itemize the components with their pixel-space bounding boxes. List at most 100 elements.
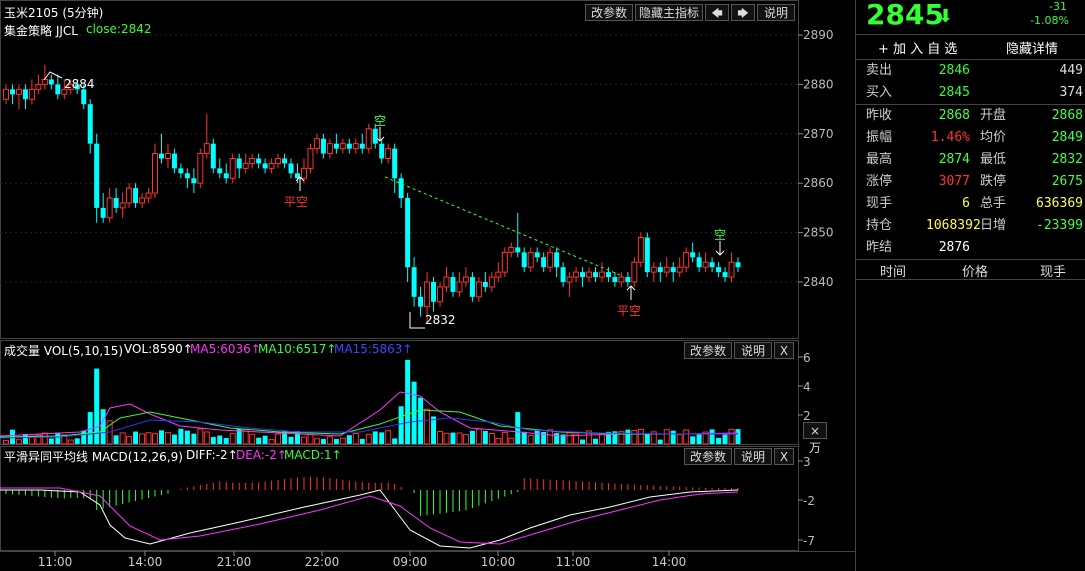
macd-help-button[interactable]: 说明 (734, 448, 772, 465)
candle-body (275, 158, 282, 164)
vol-bar (618, 431, 625, 445)
candle-body (566, 276, 573, 283)
candle-body (203, 143, 210, 155)
vol-bar (197, 428, 204, 445)
candle-body (690, 252, 696, 258)
macd-y-tick-label: 3 (803, 455, 811, 469)
vol-bar (262, 435, 268, 444)
vol-help-button[interactable]: 说明 (734, 342, 772, 359)
vol-bar (625, 429, 631, 444)
candle-body (9, 89, 15, 95)
candle-body (48, 79, 54, 85)
candle-body (547, 251, 554, 268)
vol-edit-button[interactable]: 改参数 (684, 342, 732, 359)
macd-macd: MACD:1↑ (284, 448, 342, 462)
candle-body (722, 272, 728, 278)
macd-panel-frame (0, 446, 799, 551)
vol-bar (333, 439, 339, 444)
vol-bar (217, 435, 223, 444)
y-tick-label: 2880 (803, 77, 834, 91)
candle-body (728, 261, 735, 278)
stat-label: 涨停 (866, 174, 893, 189)
candle-body (94, 143, 100, 208)
candle-body (223, 173, 229, 179)
candle-body (236, 158, 242, 169)
vol-bar (300, 436, 307, 445)
high-marker-line (43, 71, 63, 81)
add-watchlist-button[interactable]: + 加 入 自 选 (878, 42, 958, 57)
candle-body (81, 89, 87, 105)
vol-bar (223, 438, 229, 444)
hide-indicator-button[interactable]: 隐藏主指标 (635, 4, 703, 21)
vol-bar (288, 436, 294, 444)
vol-bar (405, 359, 411, 444)
candle-body (139, 197, 146, 204)
macd-diff: DIFF:-2↑ (186, 448, 238, 462)
vol-bar (184, 430, 190, 444)
candle-body (683, 251, 690, 268)
y-tick-label: 2860 (803, 176, 834, 190)
chart-area[interactable]: 2840 2850 2860 2870 2880 2890 11:00 14:00 21:00 2… (0, 0, 855, 571)
vol-bar (586, 430, 593, 445)
vol-value: VOL:8590↑ (124, 342, 193, 356)
macd-close-icon[interactable]: X (774, 448, 794, 465)
tab-time[interactable]: 时间 (880, 265, 907, 280)
vol-bar (560, 434, 566, 444)
tab-price[interactable]: 价格 (962, 265, 989, 280)
edit-params-button[interactable]: 改参数 (585, 4, 633, 21)
vol-bar (126, 436, 133, 445)
candle-body (670, 267, 676, 273)
vol-bar (61, 434, 68, 445)
vol-bar (346, 435, 352, 444)
candle-body (119, 202, 126, 209)
vol-bar (637, 428, 644, 445)
hide-detail-button[interactable]: 隐藏详情 (1006, 42, 1059, 57)
candle-body (469, 277, 475, 297)
macd-dea: DEA:-2↑ (236, 448, 287, 462)
candle-body (657, 267, 663, 273)
vol-bar (398, 406, 404, 444)
macd-y-tick-label: -7 (803, 534, 815, 548)
candle-body (424, 281, 431, 308)
candle-body (456, 281, 463, 293)
vol-bar (424, 408, 431, 445)
macd-title: 平滑异同平均线 MACD(12,26,9) (4, 450, 183, 464)
vol-bar (339, 437, 346, 445)
vol-bar (631, 429, 638, 445)
candle-body (55, 84, 61, 95)
candle-body (210, 143, 216, 169)
vol-bar (605, 431, 611, 444)
candle-body (631, 261, 638, 283)
macd-edit-button[interactable]: 改参数 (684, 448, 732, 465)
arrow-right-icon[interactable]: 🡆 (731, 4, 755, 21)
candle-body (411, 267, 417, 297)
stat-label: 均价 (980, 130, 1007, 145)
sell-vol: 449 (1059, 63, 1083, 78)
vol-bar (203, 431, 210, 445)
help-button[interactable]: 说明 (757, 4, 795, 21)
vol-bar (87, 412, 93, 444)
candle-body (300, 167, 307, 179)
candle-body (650, 266, 657, 273)
signal-pingkong-1: 平空 (284, 195, 309, 209)
x-tick-label: 14:00 (652, 555, 687, 569)
vol-bar (683, 429, 690, 445)
vol-ma10: MA10:6517↑ (258, 342, 337, 356)
candle-body (541, 257, 547, 268)
vol-close-icon[interactable]: X (774, 342, 794, 359)
vol-bar (735, 429, 741, 444)
vol-bar (521, 431, 527, 444)
last-price: 2845 (866, 0, 944, 31)
candle-body (67, 83, 74, 90)
vol-bar (431, 416, 437, 444)
stat-value: 2868 (1051, 108, 1083, 123)
macd-y-tick-label: -2 (803, 494, 815, 508)
candle-body (268, 162, 275, 169)
tab-volume[interactable]: 现手 (1040, 265, 1067, 280)
candle-body (515, 247, 521, 253)
arrow-left-icon[interactable]: 🡄 (705, 4, 729, 21)
candle-body (41, 78, 48, 85)
candle-body (133, 188, 139, 203)
vol-bar (508, 437, 515, 445)
candle-body (443, 276, 450, 288)
